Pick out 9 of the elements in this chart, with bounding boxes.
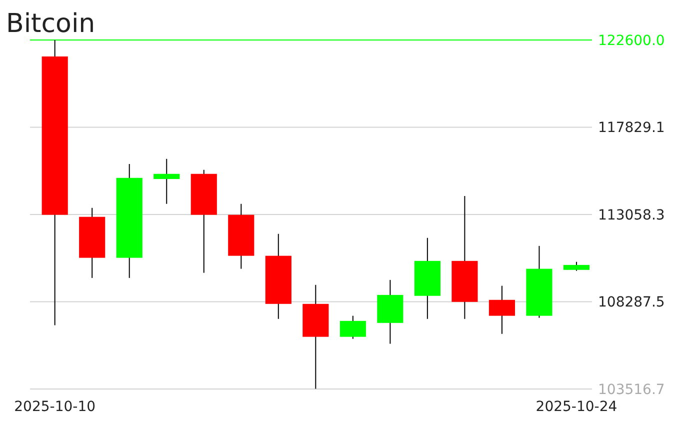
y-tick-label: 113058.3 (598, 207, 665, 224)
chart-title: Bitcoin (6, 9, 96, 39)
x-tick-label: 2025-10-10 (14, 399, 96, 415)
y-tick-label: 117829.1 (598, 120, 665, 136)
x-tick-label: 2025-10-24 (536, 399, 618, 415)
y-tick-label: 103516.7 (598, 382, 665, 398)
candlestick (154, 158, 180, 204)
y-tick-label: 108287.5 (598, 294, 665, 311)
ref-line-label: 122600.0 (598, 32, 665, 49)
